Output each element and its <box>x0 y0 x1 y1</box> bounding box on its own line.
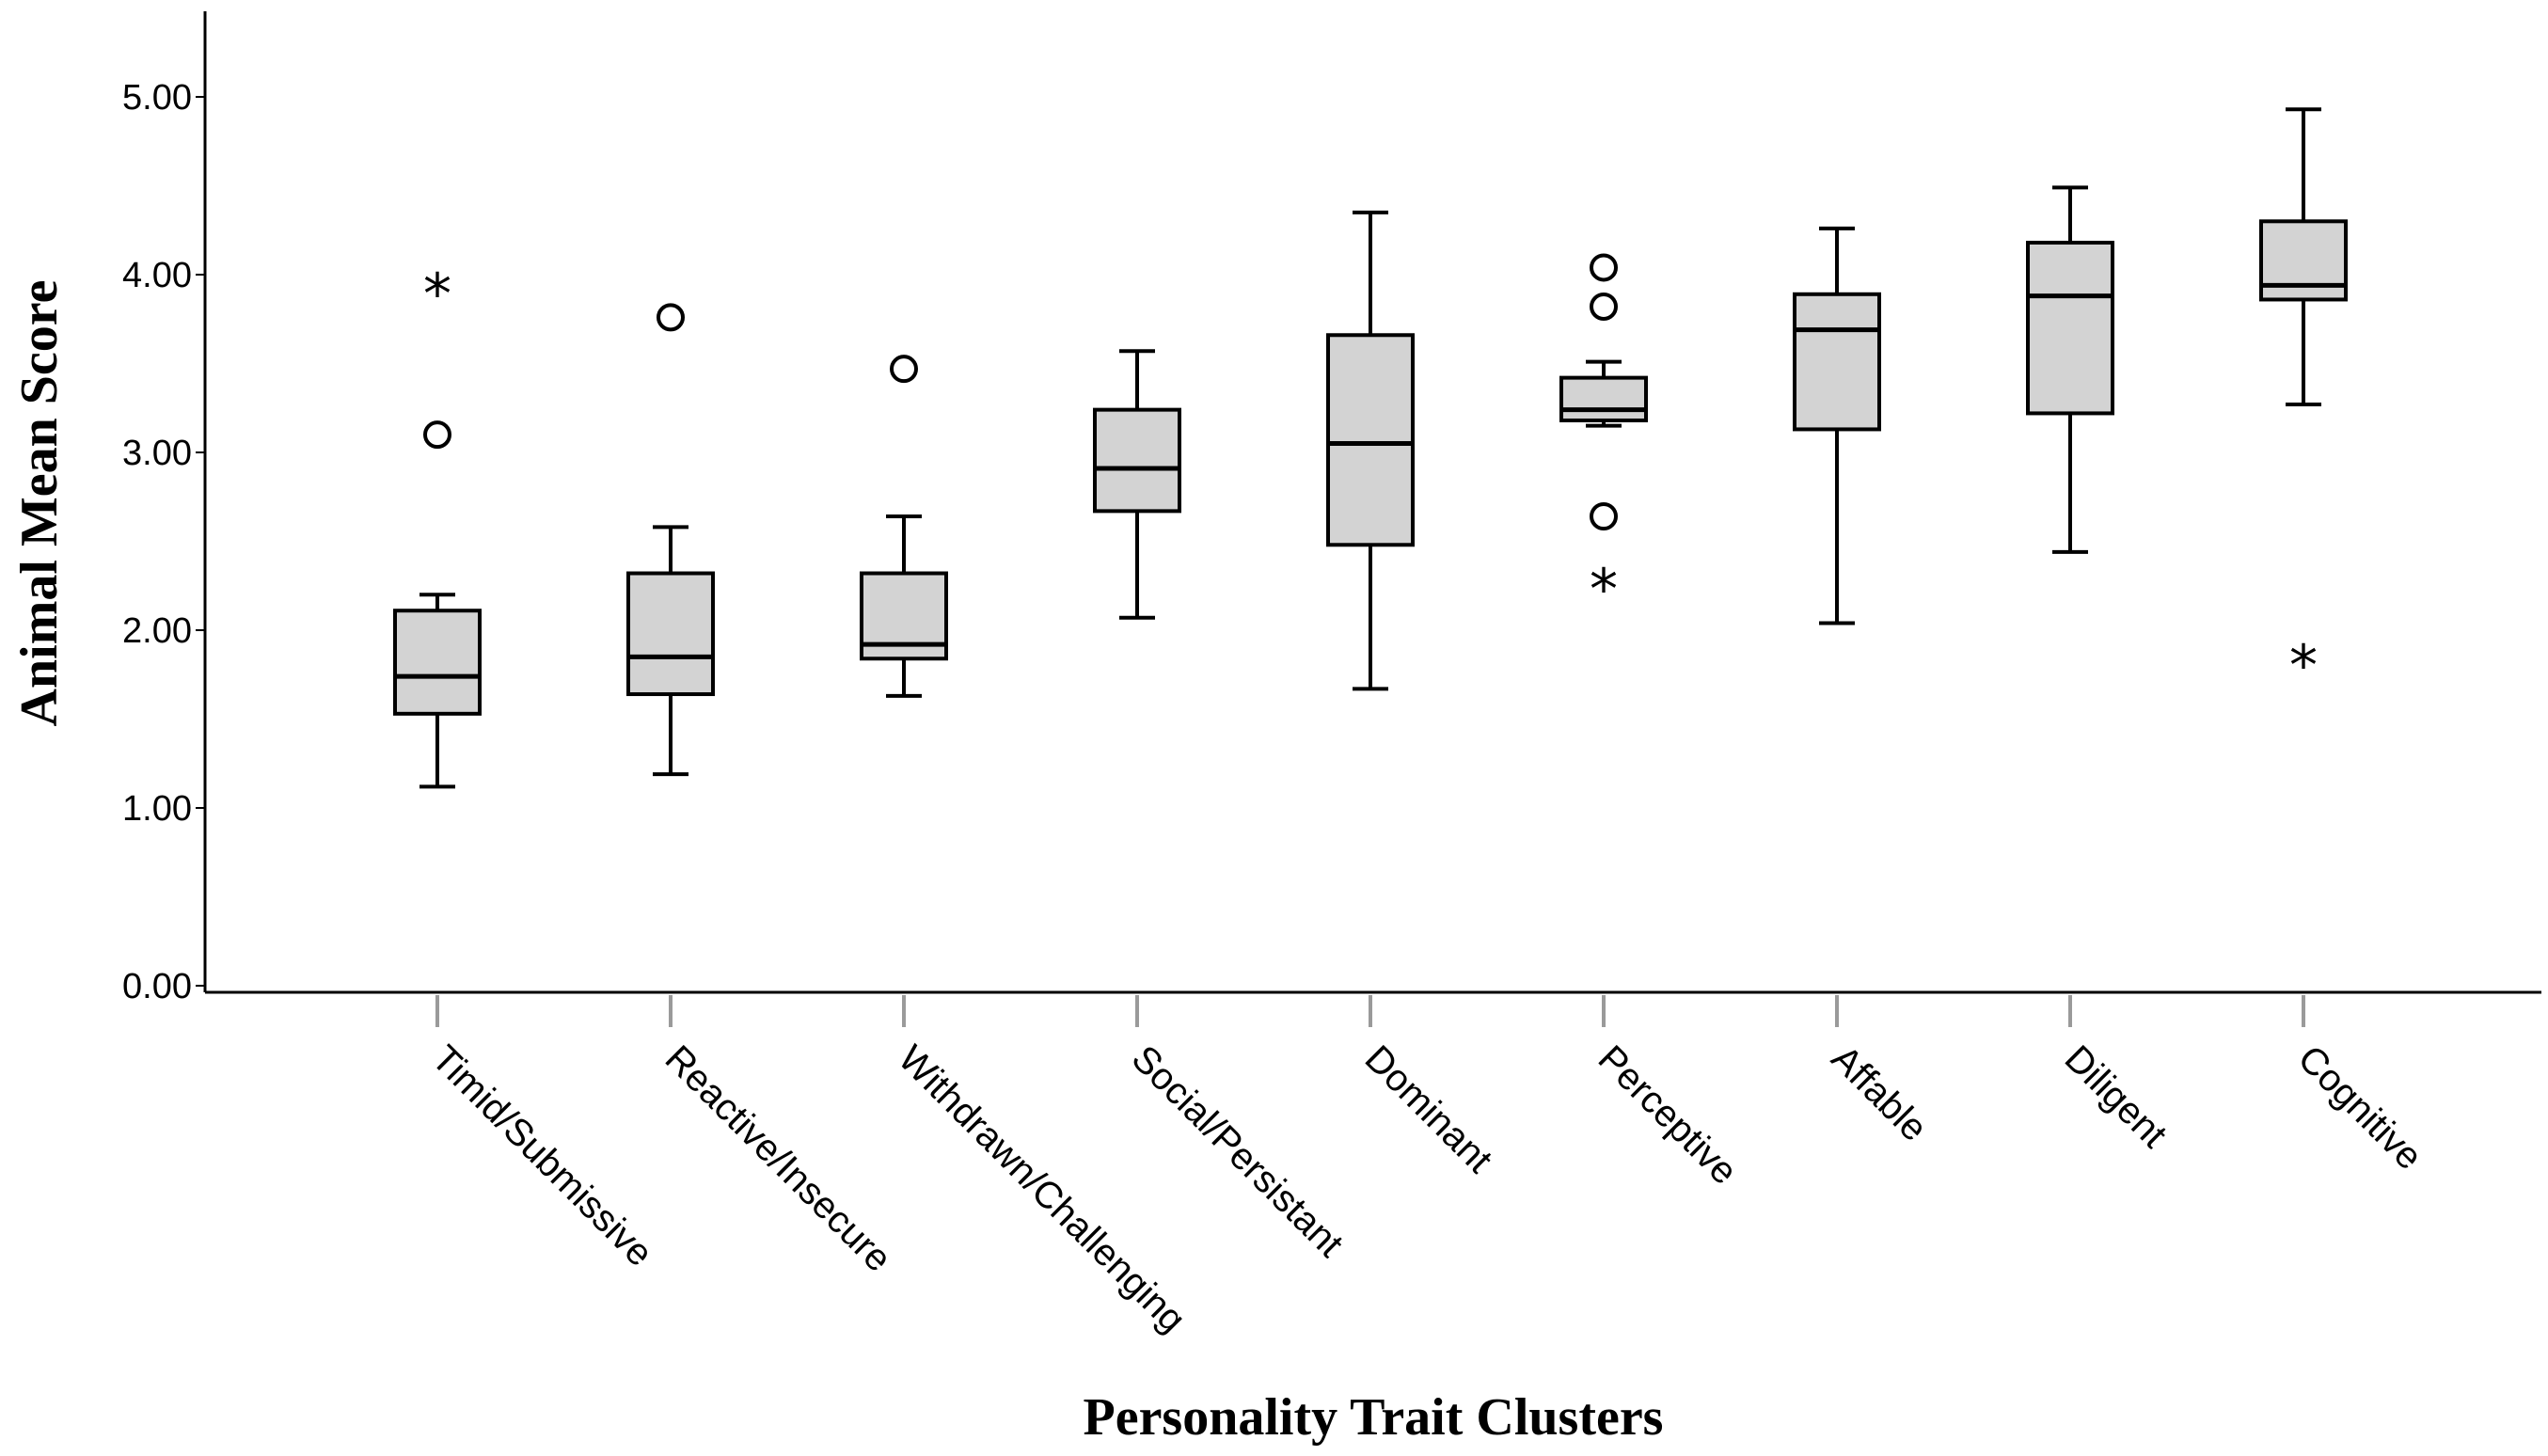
y-ticks: 0.00 1.00 2.00 3.00 4.00 5.00 <box>122 78 205 1006</box>
box-group: * <box>2259 107 2348 699</box>
iqr-box <box>1326 333 1415 547</box>
outlier-circle <box>1590 253 1618 282</box>
category-label: Reactive/Insecure <box>657 1037 899 1279</box>
outlier-circle <box>1590 502 1618 531</box>
box-group: * <box>1559 253 1648 623</box>
iqr-box <box>2259 219 2348 302</box>
iqr-box <box>1093 407 1181 514</box>
x-axis-title: Personality Trait Clusters <box>1084 1388 1664 1447</box>
y-tick-label: 0.00 <box>122 967 192 1006</box>
box-group <box>1093 349 1181 620</box>
box-group <box>626 303 715 777</box>
iqr-box <box>626 571 715 697</box>
y-tick-label: 2.00 <box>122 611 192 651</box>
outlier-circle <box>890 355 918 384</box>
iqr-box <box>1559 375 1648 422</box>
category-label: Diligent <box>2057 1037 2175 1155</box>
iqr-box <box>393 609 482 716</box>
category-label: Dominant <box>1357 1037 1500 1180</box>
boxes: * * * <box>393 107 2348 789</box>
box-group <box>860 355 948 698</box>
outlier-circle <box>1590 293 1618 322</box>
category-label: Perceptive <box>1591 1037 1746 1193</box>
iqr-box <box>1793 292 1881 432</box>
box-group <box>1793 226 1881 625</box>
outlier-circle <box>423 420 451 450</box>
outlier-star: * <box>2289 633 2318 699</box>
category-label: Cognitive <box>2290 1037 2430 1178</box>
box-group <box>1326 210 1415 691</box>
y-tick-label: 3.00 <box>122 434 192 473</box>
y-tick-label: 1.00 <box>122 789 192 829</box>
box-group: * <box>393 261 482 789</box>
y-axis-title: Animal Mean Score <box>10 280 69 727</box>
outlier-star: * <box>423 261 451 327</box>
outlier-circle <box>657 303 685 332</box>
x-ticks <box>435 995 2305 1027</box>
category-labels: Timid/SubmissiveReactive/InsecureWithdra… <box>424 1037 2430 1340</box>
iqr-box <box>2026 240 2114 416</box>
category-label: Timid/Submissive <box>424 1037 661 1274</box>
y-tick-label: 4.00 <box>122 256 192 295</box>
outlier-star: * <box>1590 557 1618 623</box>
box-group <box>2026 185 2114 554</box>
category-label: Affable <box>1824 1037 1936 1149</box>
y-tick-label: 5.00 <box>122 78 192 118</box>
category-label: Social/Persistant <box>1124 1037 1352 1265</box>
